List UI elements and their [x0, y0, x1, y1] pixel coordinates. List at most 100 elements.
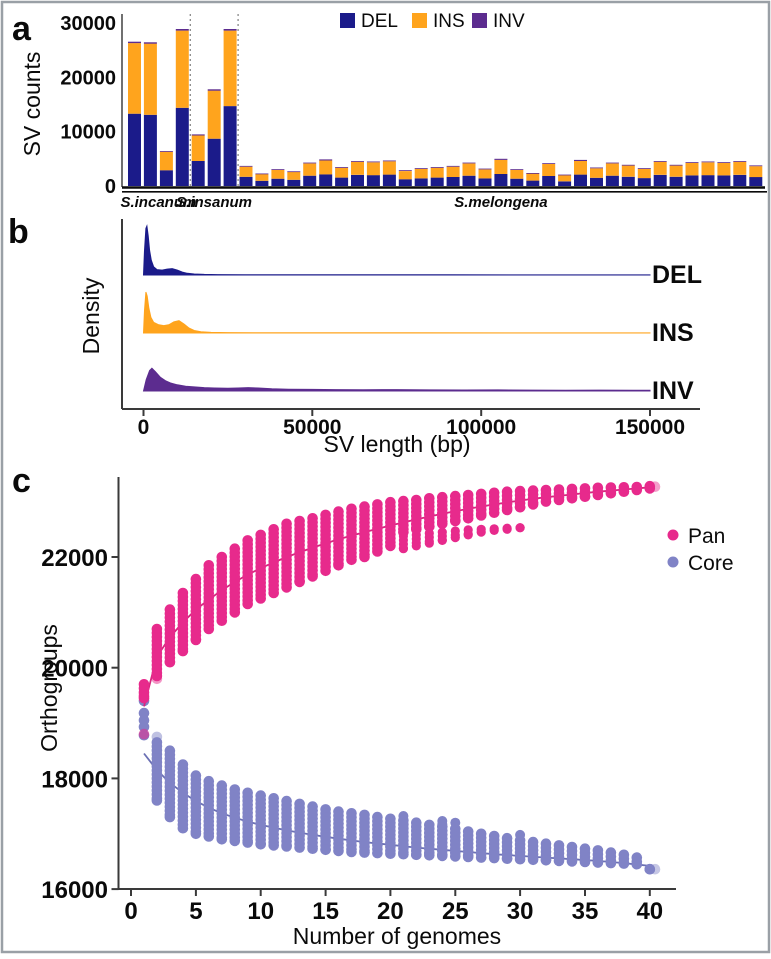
bar-segment-del	[128, 113, 141, 186]
bar-segment-ins	[223, 30, 237, 107]
pan-capsule-dot	[450, 533, 460, 543]
bar-segment-del	[558, 181, 572, 186]
bar-segment-del	[191, 161, 205, 186]
panel-b-ridgeline-chart: DEL INS INV 0 50000 100000 150000	[138, 224, 702, 439]
pan-capsule-dot	[566, 493, 578, 504]
bar-segment-inv	[653, 161, 667, 162]
bar-segment-inv	[574, 159, 587, 161]
pan-capsule-dot	[618, 486, 630, 498]
pan-capsule-dot	[489, 525, 499, 536]
pan-capsule-dot	[216, 615, 228, 626]
pan-capsule-dot	[229, 607, 241, 618]
pan-capsule-dot	[631, 484, 643, 496]
core-capsule-dot	[151, 795, 163, 806]
group-label: S.incanum	[120, 194, 196, 211]
bar-segment-inv	[239, 165, 253, 167]
core-capsule-dot	[566, 856, 578, 867]
panel-c-x-tick-label: 5	[189, 898, 202, 925]
bar-segment-ins	[143, 43, 157, 115]
bar-segment-inv	[510, 169, 524, 170]
pan-capsule-dot	[437, 535, 447, 546]
bar-segment-del	[255, 180, 269, 186]
core-capsule-dot	[527, 854, 539, 866]
density-ridge-del	[142, 224, 651, 276]
bar-segment-ins	[653, 161, 667, 175]
bar-segment-del	[526, 180, 540, 186]
pan-capsule-dot	[359, 551, 370, 563]
bar-segment-ins	[462, 163, 476, 176]
bar-segment-inv	[717, 162, 731, 163]
bar-segment-inv	[414, 168, 428, 169]
panel-c-y-axis-title: Orthogroups	[36, 624, 62, 752]
core-data-dot	[151, 731, 163, 743]
bar-segment-ins	[605, 163, 619, 176]
bar-segment-inv	[303, 162, 317, 164]
bar-segment-del	[590, 177, 603, 186]
pan-capsule-dot	[255, 593, 266, 604]
bar-segment-ins	[637, 168, 651, 179]
bar-segment-ins	[414, 168, 428, 179]
pan-capsule-dot	[320, 565, 331, 577]
pan-capsule-dot	[385, 540, 396, 552]
core-capsule-dot	[164, 811, 176, 823]
bar-segment-inv	[319, 159, 333, 161]
bar-segment-ins	[128, 43, 141, 114]
bar-segment-ins	[207, 90, 221, 139]
core-capsule-dot	[501, 853, 513, 864]
pan-data-dot	[138, 728, 150, 740]
legend-swatch-del	[340, 13, 355, 28]
pan-capsule-dot	[307, 571, 318, 582]
bar-segment-inv	[590, 167, 603, 169]
panel-c-x-tick-label: 40	[636, 898, 663, 925]
bar-segment-inv	[494, 158, 508, 160]
bar-segment-ins	[271, 170, 285, 179]
bar-segment-ins	[446, 166, 460, 177]
panel-c-y-tick-label: 22000	[41, 545, 108, 572]
legend-swatch-ins	[412, 13, 427, 28]
bar-segment-del	[462, 175, 476, 186]
ridge-label-del: DEL	[652, 261, 702, 289]
core-capsule-dot	[307, 843, 318, 854]
legend-label-inv: INV	[493, 11, 525, 32]
bar-segment-del	[749, 177, 763, 186]
pan-capsule-dot	[281, 582, 292, 593]
bar-segment-del	[382, 174, 396, 186]
core-capsule-dot	[411, 849, 422, 861]
pan-data-dot	[151, 673, 163, 685]
group-label: S.melongena	[454, 194, 547, 211]
pan-data-dot	[649, 481, 661, 493]
bar-segment-ins	[621, 165, 635, 177]
bar-segment-del	[701, 175, 715, 186]
pan-capsule-dot	[501, 504, 513, 516]
core-outlier-dot	[450, 817, 461, 828]
bar-segment-del	[239, 176, 253, 186]
core-capsule-dot	[385, 848, 396, 859]
bar-segment-ins	[526, 173, 540, 181]
legend-swatch-inv	[472, 13, 487, 28]
pan-capsule-dot	[553, 494, 565, 506]
bar-segment-inv	[462, 162, 476, 164]
bar-segment-del	[542, 175, 556, 186]
core-capsule-dot	[475, 852, 487, 863]
ridge-label-ins: INS	[652, 319, 694, 347]
pan-capsule-dot	[463, 530, 473, 540]
pan-capsule-dot	[372, 546, 383, 557]
bar-segment-inv	[733, 161, 747, 162]
core-outlier-dot	[515, 829, 526, 840]
bar-segment-ins	[366, 162, 380, 176]
legend-core-label: Core	[688, 552, 734, 575]
bar-segment-del	[653, 174, 667, 186]
core-capsule-dot	[190, 828, 202, 840]
bar-segment-del	[414, 178, 428, 186]
bar-segment-ins	[351, 161, 364, 175]
bar-segment-del	[175, 107, 189, 186]
legend-label-ins: INS	[433, 11, 465, 32]
bar-segment-del	[398, 179, 412, 186]
bar-segment-del	[733, 174, 747, 186]
core-capsule-dot	[372, 847, 383, 859]
panel-b-x-axis-title: SV length (bp)	[323, 431, 470, 457]
pan-capsule-dot	[605, 488, 617, 499]
core-data-dot	[649, 863, 661, 875]
